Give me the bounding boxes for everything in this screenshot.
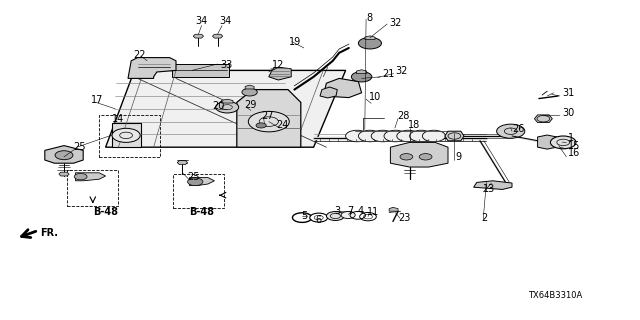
Text: B-48: B-48 [93,207,118,217]
Circle shape [550,136,576,149]
Text: 2: 2 [481,213,488,223]
Polygon shape [237,90,301,147]
Circle shape [397,130,420,142]
Circle shape [74,173,87,180]
Circle shape [497,124,525,138]
Polygon shape [221,99,233,103]
Polygon shape [474,181,512,189]
Text: 7: 7 [348,205,354,216]
Text: 8: 8 [366,12,372,23]
Circle shape [256,123,266,128]
Circle shape [341,212,355,219]
Text: 21: 21 [382,69,394,79]
Bar [67,170,118,206]
Text: 16: 16 [568,148,580,158]
Circle shape [351,72,372,82]
Text: 34: 34 [219,16,231,26]
Text: 19: 19 [289,37,301,47]
Text: 4: 4 [357,205,364,216]
Text: 10: 10 [369,92,381,102]
Text: 29: 29 [244,100,257,110]
Text: 9: 9 [456,152,462,163]
Text: FR.: FR. [40,228,58,238]
Text: 13: 13 [483,184,495,195]
Polygon shape [356,70,367,74]
Circle shape [419,154,432,160]
Polygon shape [389,207,398,211]
Text: 20: 20 [212,101,225,111]
Bar [172,64,229,77]
Text: 30: 30 [562,108,574,118]
Circle shape [216,101,239,113]
Text: 25: 25 [188,172,200,182]
Polygon shape [112,123,141,147]
Circle shape [410,130,433,142]
Text: 32: 32 [389,18,401,28]
Polygon shape [193,34,204,38]
Text: 22: 22 [133,50,146,60]
Circle shape [112,128,140,142]
Polygon shape [269,67,291,80]
Polygon shape [445,131,464,141]
Polygon shape [323,78,362,98]
Bar [173,174,224,208]
Bar [99,115,160,157]
Circle shape [371,130,394,142]
Text: 32: 32 [396,66,408,76]
Polygon shape [538,135,557,149]
Circle shape [326,212,344,220]
Text: 25: 25 [74,141,86,152]
Circle shape [384,130,407,142]
Text: 5: 5 [301,211,307,221]
Circle shape [358,37,381,49]
Circle shape [358,130,381,142]
Text: 33: 33 [220,60,232,70]
Text: 6: 6 [316,215,322,225]
Circle shape [400,154,413,160]
Circle shape [55,151,73,160]
Text: 31: 31 [562,88,574,99]
Text: 12: 12 [272,60,284,70]
Text: 28: 28 [397,111,409,121]
Text: 26: 26 [512,124,524,134]
Text: 15: 15 [568,140,580,151]
Text: 14: 14 [112,114,124,124]
Text: 1: 1 [568,133,575,143]
Polygon shape [128,58,176,78]
Polygon shape [320,87,337,98]
Circle shape [242,88,257,96]
Text: 18: 18 [408,120,420,131]
Text: 27: 27 [261,111,274,121]
Text: 11: 11 [367,207,379,217]
Text: 34: 34 [195,16,207,26]
Text: 24: 24 [276,120,289,131]
Polygon shape [245,85,254,89]
Text: 17: 17 [91,95,103,105]
Polygon shape [390,142,448,167]
Circle shape [422,130,445,142]
Circle shape [188,178,203,186]
Text: B-48: B-48 [189,207,214,217]
Polygon shape [189,178,214,186]
Text: 23: 23 [399,212,411,223]
Polygon shape [76,173,106,181]
Polygon shape [365,36,375,39]
Text: TX64B3310A: TX64B3310A [528,291,582,300]
Polygon shape [177,161,188,164]
Circle shape [346,130,369,142]
Polygon shape [45,146,83,163]
Polygon shape [59,172,69,176]
Circle shape [248,111,289,132]
Polygon shape [106,70,346,147]
Polygon shape [534,115,552,123]
Polygon shape [212,34,223,38]
Text: 3: 3 [335,205,341,216]
